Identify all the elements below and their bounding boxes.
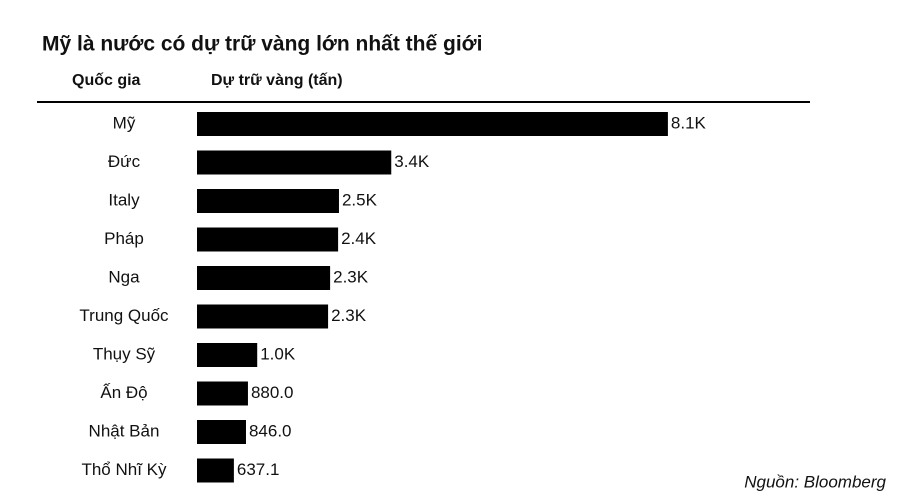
category-label: Thụy Sỹ [93, 344, 156, 363]
bar [197, 420, 246, 444]
category-label: Nhật Bản [89, 421, 160, 440]
bar [197, 189, 339, 213]
value-label: 3.4K [394, 152, 430, 171]
bar [197, 112, 668, 136]
category-label: Pháp [104, 229, 144, 248]
category-label: Ấn Độ [100, 383, 147, 402]
bar [197, 266, 331, 290]
value-label: 2.5K [342, 190, 378, 209]
bar [197, 381, 248, 406]
value-header: Dự trữ vàng (tấn) [211, 72, 343, 89]
category-label: Thổ Nhĩ Kỳ [81, 460, 167, 479]
value-label: 880.0 [251, 383, 294, 402]
category-header: Quốc gia [72, 72, 141, 89]
bar [197, 150, 392, 175]
value-label: 637.1 [237, 460, 280, 479]
value-label: 8.1K [671, 113, 707, 132]
bar [197, 304, 329, 329]
value-label: 1.0K [260, 344, 296, 363]
bar [197, 343, 258, 367]
value-label: 2.3K [331, 306, 367, 325]
category-label: Nga [108, 267, 140, 286]
bar [197, 227, 339, 252]
source-note: Nguồn: Bloomberg [744, 472, 886, 491]
category-label: Italy [108, 190, 140, 209]
value-label: 2.3K [333, 267, 369, 286]
value-label: 846.0 [249, 421, 292, 440]
category-label: Đức [108, 152, 141, 171]
category-label: Mỹ [113, 113, 136, 132]
category-label: Trung Quốc [79, 306, 169, 325]
value-label: 2.4K [341, 229, 377, 248]
chart-title: Mỹ là nước có dự trữ vàng lớn nhất thế g… [42, 33, 482, 56]
bar [197, 458, 234, 483]
